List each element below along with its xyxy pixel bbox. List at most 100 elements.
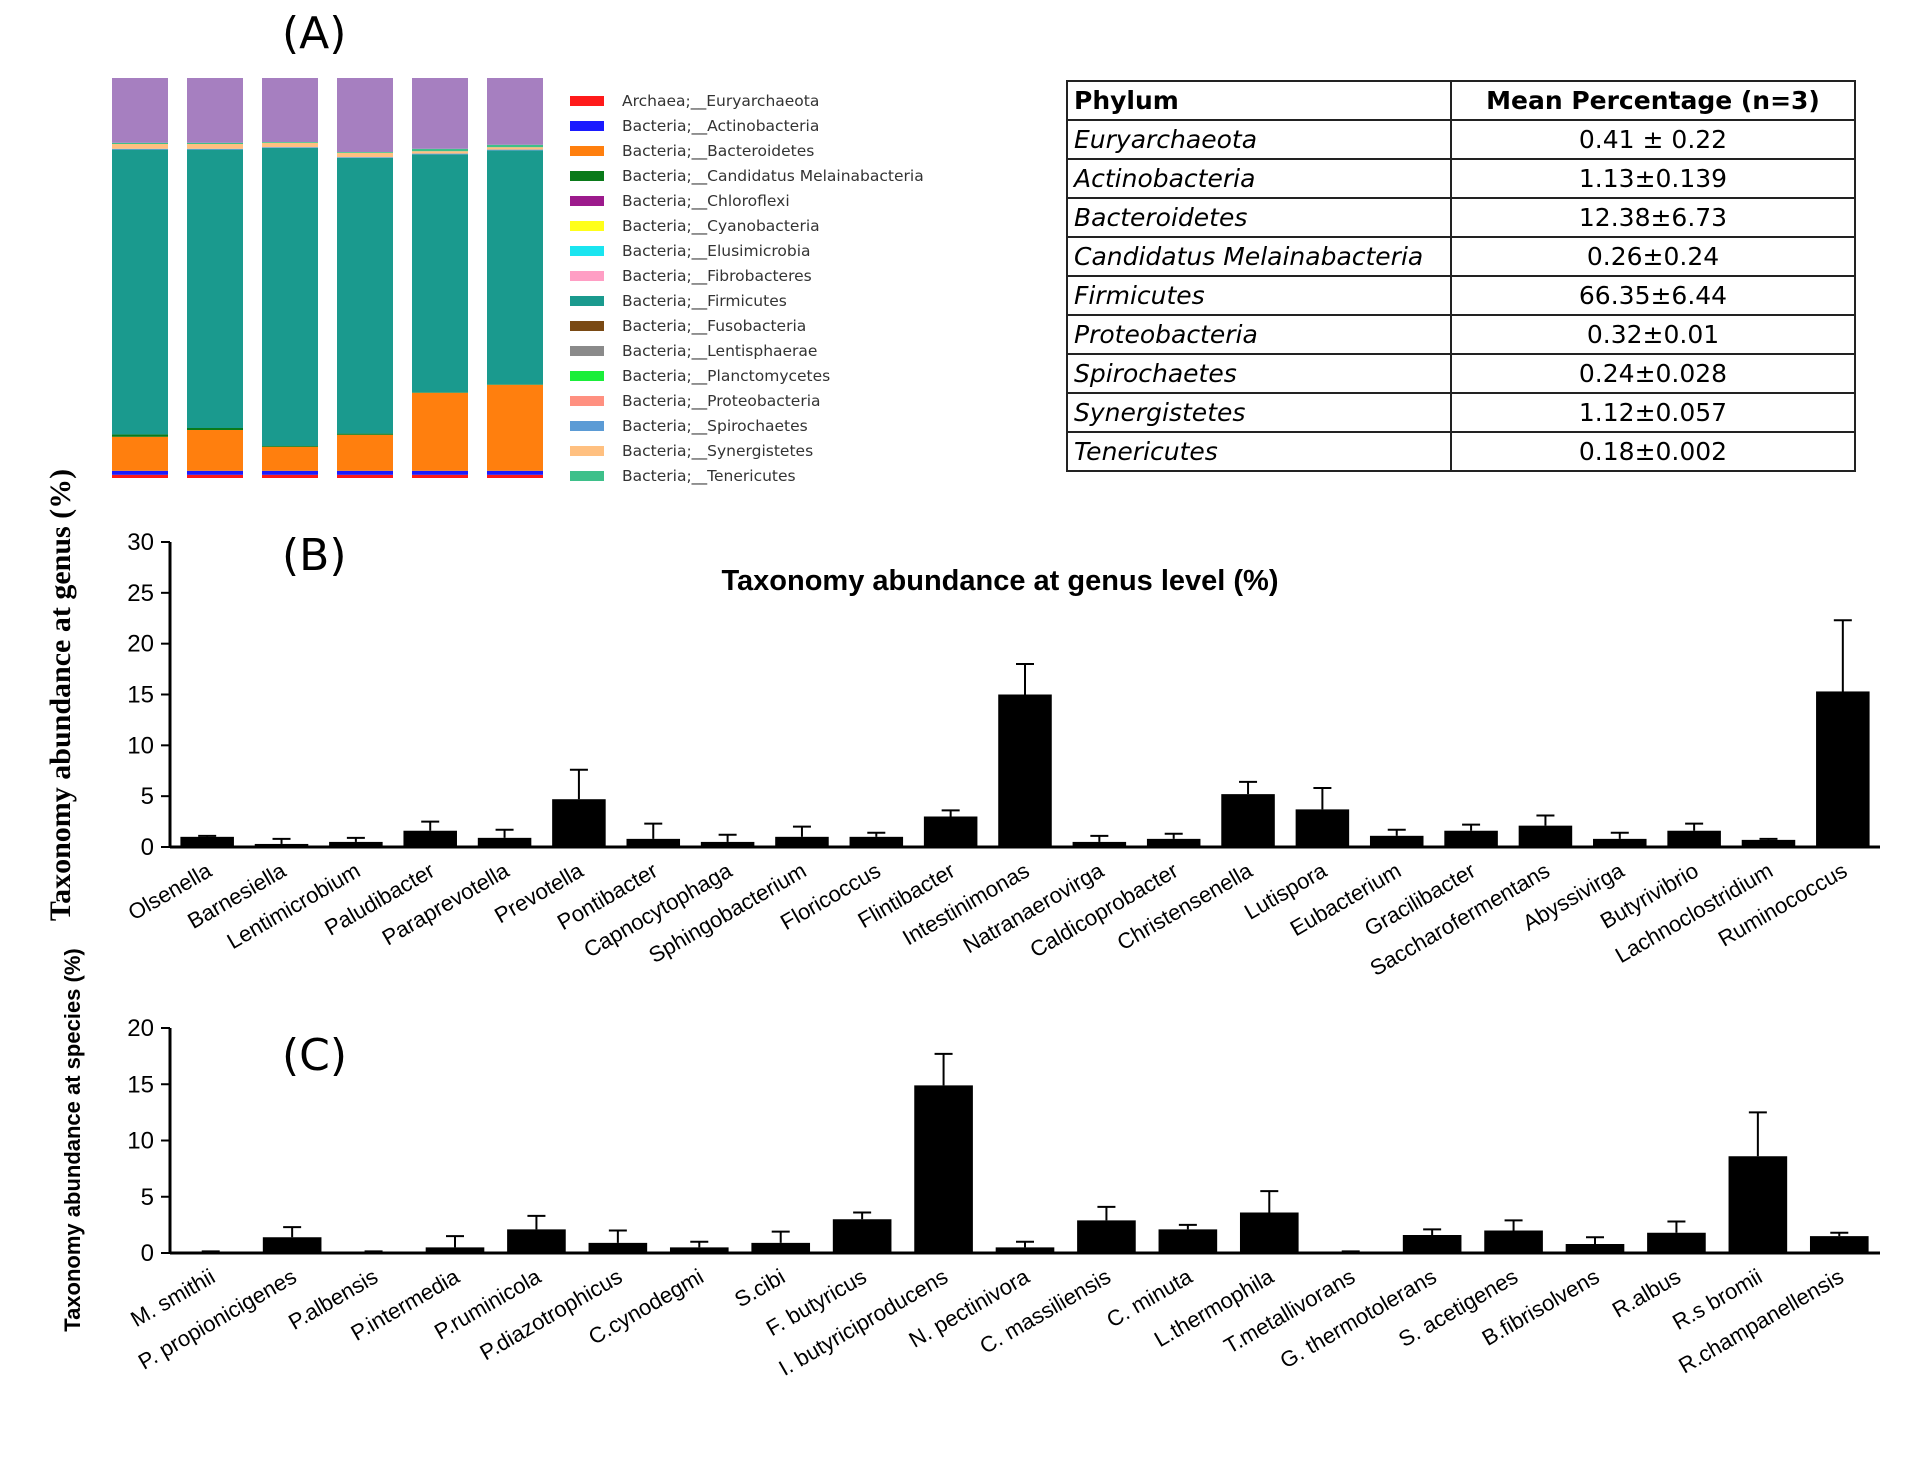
legend-label: Bacteria;__Candidatus Melainabacteria — [622, 166, 924, 185]
stack-segment-bacteria-candidatus-melainabacteria — [262, 446, 318, 447]
stack-segment-bacteria-bacteroidetes — [412, 392, 468, 471]
species-y-tick-label: 15 — [127, 1071, 154, 1098]
legend-swatch — [570, 195, 604, 206]
species-bar-f-butyricus — [832, 1219, 892, 1253]
genus-y-tick-label: 10 — [127, 732, 154, 759]
legend-label: Bacteria;__Synergistetes — [622, 441, 814, 460]
stack-segment-bacteria-tenericutes — [337, 152, 393, 153]
legend-item: Bacteria;__Fusobacteria — [570, 313, 1030, 338]
table-cell-mean: 12.38±6.73 — [1450, 197, 1856, 238]
genus-bar-butyrivibrio — [1667, 830, 1721, 847]
stack-segment-other — [487, 78, 543, 145]
legend-swatch — [570, 170, 604, 181]
species-bar-r-champanellensis — [1809, 1236, 1869, 1253]
legend-item: Archaea;__Euryarchaeota — [570, 88, 1030, 113]
table-row: Actinobacteria 1.13±0.139 — [1066, 158, 1856, 199]
genus-category-label: Lentimicrobium — [223, 858, 365, 954]
legend-label: Bacteria;__Fusobacteria — [622, 316, 807, 335]
stack-segment-archaea-euryarchaeota — [337, 474, 393, 478]
table-cell-mean: 0.18±0.002 — [1450, 431, 1856, 472]
genus-bar-intestinimonas — [998, 694, 1052, 847]
table-cell-phylum: Bacteroidetes — [1066, 197, 1452, 238]
species-bar-n-pectinivora — [995, 1247, 1055, 1253]
species-y-tick-label: 0 — [141, 1240, 154, 1267]
stack-segment-other — [112, 78, 168, 143]
stack-segment-bacteria-firmicutes — [487, 150, 543, 385]
genus-bar-natranaerovirga — [1072, 841, 1127, 847]
legend-item: Bacteria;__Spirochaetes — [570, 413, 1030, 438]
stack-segment-bacteria-candidatus-melainabacteria — [337, 433, 393, 435]
species-bar-s-acetigenes — [1484, 1230, 1543, 1253]
stack-segment-bacteria-tenericutes — [487, 144, 543, 148]
genus-category-label: Lachnoclostridium — [1611, 858, 1777, 968]
stack-segment-bacteria-bacteroidetes — [187, 430, 243, 471]
stack-segment-bacteria-spirochaetes — [112, 148, 168, 150]
genus-bar-eubacterium — [1369, 835, 1424, 847]
table-cell-phylum: Actinobacteria — [1066, 158, 1452, 199]
species-category-label: C. minuta — [1102, 1263, 1197, 1332]
panel-b-label: (B) — [282, 530, 347, 581]
species-bar-g-thermotolerans — [1402, 1235, 1462, 1253]
stack-segment-bacteria-synergistetes — [187, 144, 243, 149]
phylum-composition-chart — [112, 78, 543, 478]
phylum-table: Phylum Mean Percentage (n=3) Euryarchaeo… — [1066, 80, 1856, 472]
table-cell-phylum: Proteobacteria — [1066, 314, 1452, 355]
genus-category-label: Capnocytophaga — [580, 857, 737, 962]
legend-swatch — [570, 345, 604, 356]
stack-segment-archaea-euryarchaeota — [412, 474, 468, 478]
stack-segment-bacteria-bacteroidetes — [337, 434, 393, 471]
stack-segment-bacteria-firmicutes — [187, 149, 243, 428]
stack-segment-bacteria-firmicutes — [262, 148, 318, 446]
stack-segment-bacteria-firmicutes — [337, 158, 393, 434]
table-header-mean: Mean Percentage (n=3) — [1450, 80, 1856, 121]
legend-label: Bacteria;__Planctomycetes — [622, 366, 831, 385]
species-bar-r-albus — [1647, 1232, 1706, 1253]
species-category-label: N. pectinivora — [905, 1263, 1035, 1352]
panel-a-label: (A) — [282, 8, 347, 59]
stack-segment-bacteria-bacteroidetes — [262, 446, 318, 471]
genus-category-label: Olsenella — [124, 857, 217, 925]
table-cell-mean: 1.13±0.139 — [1450, 158, 1856, 199]
legend-item: Bacteria;__Chloroflexi — [570, 188, 1030, 213]
table-header-phylum: Phylum — [1066, 80, 1452, 121]
species-bar-t-metallivorans — [1321, 1251, 1381, 1253]
genus-bar-flintibacter — [923, 816, 978, 847]
stack-segment-archaea-euryarchaeota — [187, 474, 243, 478]
stack-segment-bacteria-actinobacteria — [412, 470, 468, 475]
genus-bar-saccharofermentans — [1518, 825, 1573, 847]
species-category-label: I. butyriciproducens — [774, 1264, 952, 1381]
legend-item: Bacteria;__Tenericutes — [570, 463, 1030, 488]
legend-swatch — [570, 95, 604, 106]
species-category-label: R.s bromii — [1668, 1264, 1766, 1335]
stack-segment-bacteria-tenericutes — [187, 142, 243, 144]
table-row: Candidatus Melainabacteria 0.26±0.24 — [1066, 236, 1856, 277]
legend-label: Bacteria;__Cyanobacteria — [622, 216, 820, 235]
genus-category-label: Sphingobacterium — [644, 858, 810, 968]
genus-category-label: Pontibacter — [553, 858, 662, 935]
stack-segment-bacteria-actinobacteria — [487, 470, 543, 475]
table-header-row: Phylum Mean Percentage (n=3) — [1066, 80, 1856, 121]
table-cell-phylum: Candidatus Melainabacteria — [1066, 236, 1452, 277]
species-category-label: P. propionicigenes — [134, 1264, 301, 1375]
stack-segment-bacteria-synergistetes — [337, 152, 393, 158]
genus-bar-lutispora — [1295, 809, 1350, 847]
legend-swatch — [570, 220, 604, 231]
genus-category-label: Caldicoprobacter — [1026, 858, 1183, 963]
legend-label: Bacteria;__Chloroflexi — [622, 191, 790, 210]
stack-segment-bacteria-bacteroidetes — [112, 436, 168, 471]
table-row: Proteobacteria 0.32±0.01 — [1066, 314, 1856, 355]
legend-item: Bacteria;__Candidatus Melainabacteria — [570, 163, 1030, 188]
genus-bar-paraprevotella — [477, 837, 532, 847]
stack-segment-archaea-euryarchaeota — [112, 474, 168, 478]
table-cell-phylum: Spirochaetes — [1066, 353, 1452, 394]
genus-category-label: Butyrivibrio — [1596, 858, 1703, 934]
table-cell-phylum: Tenericutes — [1066, 431, 1452, 472]
genus-category-label: Barnesiella — [183, 857, 290, 933]
species-category-label: L.thermophila — [1150, 1263, 1279, 1352]
species-category-label: R.albus — [1608, 1264, 1685, 1323]
stack-segment-bacteria-tenericutes — [262, 142, 318, 143]
species-bar-c-massiliensis — [1077, 1220, 1136, 1253]
table-cell-phylum: Euryarchaeota — [1066, 119, 1452, 160]
genus-bar-prevotella — [552, 799, 606, 847]
